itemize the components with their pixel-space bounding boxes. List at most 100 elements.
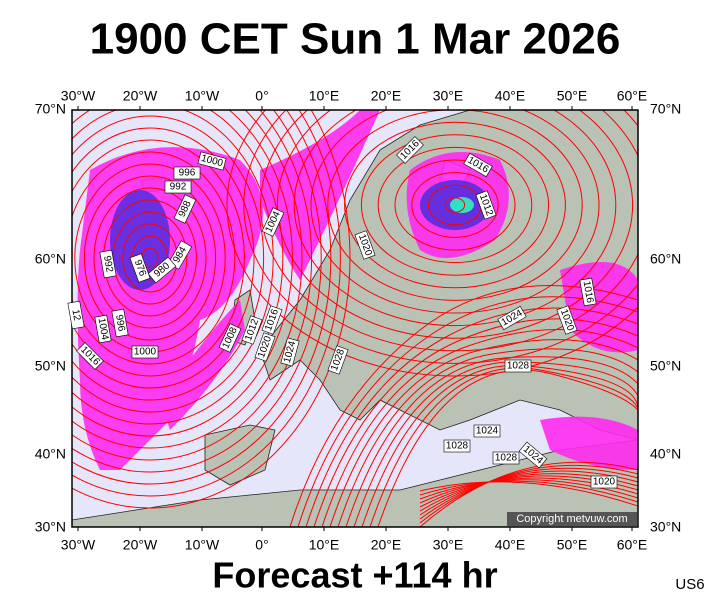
isobar-label: 1020	[593, 477, 616, 488]
bottom-lon-label: 10°E	[309, 537, 340, 553]
left-lat-label: 70°N	[35, 101, 66, 117]
isobar	[419, 479, 638, 500]
isobar	[72, 151, 236, 365]
isobar-label-box	[556, 305, 578, 335]
isobar-label: 996	[179, 168, 196, 179]
isobar-label-box	[463, 152, 493, 178]
left-lat-label: 30°N	[35, 519, 66, 535]
isobar-label-group: 1024	[473, 424, 501, 438]
isobar	[344, 121, 566, 289]
top-lon-label: 10°E	[309, 88, 340, 104]
top-lon-label: 30°E	[433, 88, 464, 104]
isobar	[93, 187, 207, 329]
isobar-label-box	[111, 308, 129, 338]
isobar-label: 1028	[507, 361, 530, 372]
isobar	[72, 110, 284, 425]
isobar-label-box	[473, 424, 501, 438]
isobar-label: 1004	[96, 317, 111, 341]
isobar-label-box	[164, 180, 192, 194]
isobar-label-box	[173, 166, 201, 180]
isobar	[310, 110, 600, 314]
title: 1900 CET Sun 1 Mar 2026	[90, 15, 621, 64]
left-lat-label: 60°N	[35, 251, 66, 267]
bottom-lon-label: 40°E	[495, 537, 526, 553]
isobar-label-box	[492, 451, 520, 465]
top-lon-label: 10°W	[185, 88, 220, 104]
isobar-label-group: 1028	[443, 439, 471, 453]
isobar-label-box	[147, 256, 177, 284]
isobar-label: 1016	[581, 280, 596, 304]
isobar	[276, 110, 634, 339]
isobar-label-box	[261, 207, 285, 237]
isobar-label-group: 992	[99, 249, 117, 279]
isobar-label: 992	[170, 182, 187, 193]
isobar-label-group: 1000	[131, 345, 159, 359]
top-lon-label: 50°E	[557, 88, 588, 104]
isobar-label: 996	[113, 314, 127, 333]
isobar-label-box	[197, 151, 227, 171]
isobar	[419, 480, 638, 503]
isobar	[293, 110, 617, 327]
bottom-lon-label: 10°W	[185, 537, 220, 553]
isobar-label-group: 1024	[280, 337, 300, 367]
isobar	[72, 110, 351, 509]
isobar-label-group: 1028	[504, 359, 532, 373]
isobar-label-box	[76, 342, 104, 370]
bottom-lon-label: 50°E	[557, 537, 588, 553]
isobar-label: 992	[101, 255, 115, 274]
isobar-label-box	[579, 277, 597, 307]
isobar-label: 1024	[476, 426, 499, 437]
isobar-label-group: 992	[164, 180, 192, 194]
isobar-label-box	[241, 315, 263, 345]
bottom-lon-label: 30°E	[433, 537, 464, 553]
isobar-label: 1000	[134, 347, 157, 358]
isobar-label-box	[504, 359, 532, 373]
top-lon-label: 60°E	[617, 88, 648, 104]
isobar	[444, 197, 466, 213]
isobar-label-box	[261, 305, 283, 335]
isobar	[72, 110, 313, 461]
isobar	[327, 110, 583, 301]
isobar	[72, 115, 265, 401]
isobar-label: 1028	[495, 453, 518, 464]
isobar-label-group: 1016	[579, 277, 597, 307]
isobar-label-box	[396, 136, 424, 164]
isobar-label-group: 988	[173, 194, 197, 224]
top-lon-label: 20°E	[371, 88, 402, 104]
isobar-label-box	[590, 475, 618, 489]
bottom-lon-label: 20°E	[371, 537, 402, 553]
isobar-label-group: 996	[111, 308, 129, 338]
isobar-label-group: 976	[129, 253, 151, 283]
isobar	[394, 159, 516, 251]
isobar-label-box	[131, 345, 159, 359]
isobar	[411, 172, 499, 238]
isobar-label-box	[475, 190, 497, 220]
isobar	[72, 110, 322, 473]
bottom-lon-label: 20°W	[123, 537, 158, 553]
isobar-label-group: 1004	[94, 314, 112, 344]
isobar	[243, 110, 638, 364]
isobar	[289, 284, 638, 527]
bottom-lon-label: 30°W	[61, 537, 96, 553]
isobar	[360, 134, 550, 276]
copyright: Copyright metvuw.com	[516, 513, 627, 525]
top-lon-label: 0°	[255, 88, 268, 104]
isobar-label-box	[67, 300, 85, 330]
isobar-label-box	[129, 253, 151, 283]
right-lat-label: 30°N	[650, 519, 681, 535]
isobar	[353, 361, 638, 527]
isobar-label-box	[497, 305, 527, 331]
forecast: Forecast +114 hr	[212, 555, 497, 596]
isobar-label-box	[327, 345, 349, 375]
isobar-label-box	[99, 249, 117, 279]
isobar	[83, 175, 217, 341]
isobar	[419, 461, 638, 527]
isobar	[419, 481, 638, 507]
isobar	[321, 329, 638, 527]
isobar-label: 12	[69, 309, 82, 322]
isobar	[345, 356, 638, 527]
isobar	[313, 318, 638, 527]
isobar-label-box	[354, 230, 376, 260]
isobar	[419, 467, 638, 520]
